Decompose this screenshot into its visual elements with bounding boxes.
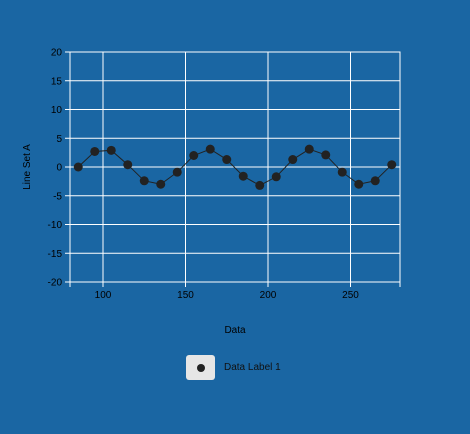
- y-tick-label: -10: [48, 220, 63, 231]
- y-tick-label: 20: [51, 48, 63, 59]
- data-point: [255, 180, 265, 190]
- data-point: [370, 176, 380, 186]
- data-point: [387, 160, 397, 170]
- series-data-label-1: [73, 144, 397, 190]
- x-tick-label: 250: [342, 290, 359, 301]
- y-tick-label: 5: [56, 134, 62, 145]
- legend: Data Label 1: [186, 355, 281, 380]
- data-point: [156, 179, 166, 189]
- y-tick-label: -20: [48, 278, 63, 289]
- data-point: [90, 146, 100, 156]
- data-point: [205, 144, 215, 154]
- y-tick-label: 10: [51, 105, 63, 116]
- data-point: [288, 155, 298, 165]
- legend-marker-icon: [196, 363, 205, 372]
- y-tick-label: 15: [51, 76, 63, 87]
- data-point: [321, 150, 331, 160]
- x-tick-label: 200: [260, 290, 277, 301]
- data-point: [172, 167, 182, 177]
- x-tick-label: 150: [177, 290, 194, 301]
- y-tick-label: -5: [53, 191, 62, 202]
- legend-label: Data Label 1: [224, 362, 281, 373]
- legend-swatch[interactable]: [186, 355, 215, 380]
- data-point: [271, 172, 281, 182]
- data-point: [189, 151, 199, 160]
- data-point: [123, 160, 133, 170]
- x-axis-title: Data: [224, 325, 246, 336]
- data-point: [304, 144, 314, 154]
- y-tick-label: 0: [56, 163, 62, 174]
- data-point: [106, 145, 116, 155]
- axes: -20 -15 -10 -5 0 5 10 15 20 100 150 200 250: [48, 48, 401, 301]
- x-tick-label: 100: [95, 290, 112, 301]
- y-axis-title: Line Set A: [22, 144, 33, 190]
- y-tick-label: -15: [48, 249, 63, 260]
- grid: [69, 51, 401, 283]
- data-point: [337, 167, 347, 177]
- data-point: [354, 179, 364, 189]
- data-point: [139, 176, 149, 186]
- data-point: [222, 155, 232, 165]
- data-point: [238, 171, 248, 181]
- data-point: [73, 162, 83, 172]
